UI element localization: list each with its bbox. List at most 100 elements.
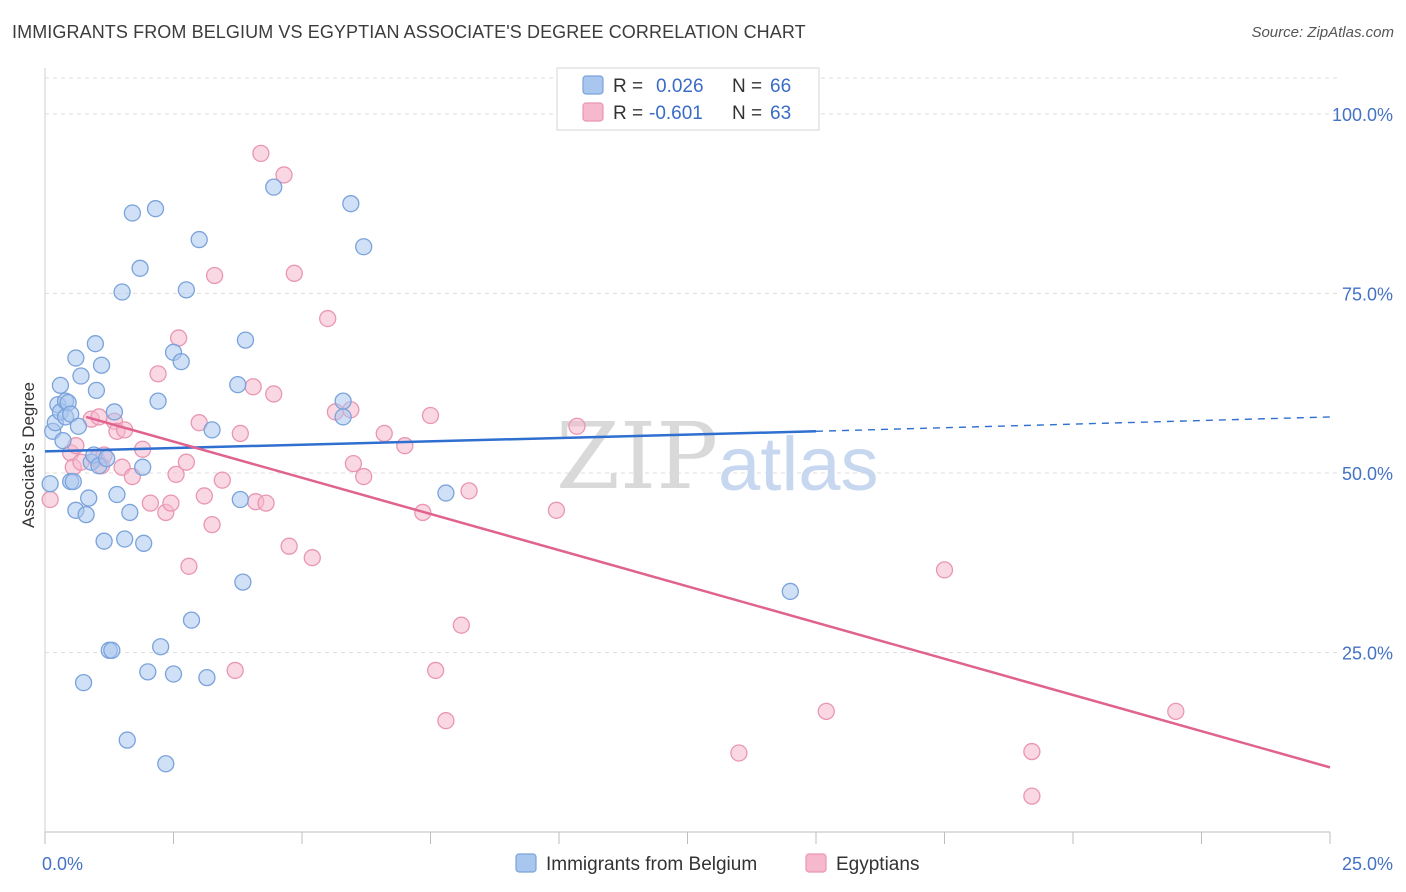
egypt-point-38: [285, 264, 303, 282]
egypt-point-29: [226, 661, 244, 680]
egypt-point-44: [355, 467, 373, 486]
belgium-point-50: [190, 230, 208, 249]
egypt-point-23: [180, 557, 198, 575]
belgium-point-48: [177, 281, 196, 299]
legend-r-value-egypt: -0.601: [649, 103, 703, 124]
belgium-point-45: [164, 665, 183, 683]
egypt-point-17: [149, 365, 167, 383]
belgium-point-47: [172, 352, 190, 371]
egypt-point-25: [195, 487, 213, 505]
bottom-legend: Immigrants from Belgium Egyptians: [515, 853, 919, 875]
watermark-atlas: atlas: [718, 422, 879, 507]
legend: R = 0.026 N = 66 R = -0.601 N = 63: [556, 67, 820, 131]
belgium-point-26: [95, 532, 113, 550]
egypt-point-28: [213, 471, 231, 489]
egypt-point-35: [265, 385, 283, 403]
y-tick-label-0: 25.0%: [1342, 643, 1393, 663]
belgium-point-22: [86, 335, 105, 353]
egypt-point-48: [421, 406, 440, 425]
egypt-point-34: [257, 494, 275, 512]
egypt-point-30: [231, 424, 249, 443]
belgium-point-54: [231, 490, 249, 509]
egypt-point-33: [252, 144, 270, 163]
egypt-point-58: [1023, 742, 1041, 761]
belgium-point-57: [265, 178, 283, 196]
belgium-point-0: [41, 475, 59, 493]
belgium-point-16: [72, 367, 90, 385]
belgium-point-51: [198, 668, 216, 687]
trend-lines: [44, 415, 1331, 769]
bottom-legend-label-egypt: Egyptians: [836, 854, 919, 875]
grid-lines: [45, 77, 1338, 653]
belgium-point-44: [157, 755, 175, 773]
egypt-point-60: [1167, 702, 1185, 721]
legend-swatch-egypt: [582, 102, 604, 122]
egypt-point-20: [167, 465, 185, 484]
belgium-point-53: [229, 375, 247, 394]
legend-r-label-egypt: R =: [613, 103, 643, 124]
y-tick-label-3: 100.0%: [1332, 105, 1393, 125]
belgium-point-41: [146, 200, 165, 218]
belgium-point-49: [182, 611, 201, 629]
belgium-point-35: [121, 503, 139, 522]
belgium-point-17: [74, 673, 93, 692]
egypt-point-49: [426, 661, 445, 680]
belgium-point-32: [113, 283, 131, 301]
egypt-point-31: [244, 378, 262, 396]
belgium-point-23: [87, 381, 106, 400]
belgium-point-38: [134, 458, 152, 476]
egypt-trend-line: [85, 415, 1331, 769]
belgium-point-42: [149, 392, 167, 410]
egypt-point-53: [547, 501, 566, 519]
axes: [44, 68, 1331, 844]
belgium-trend-extension: [815, 416, 1331, 433]
y-tick-label-2: 75.0%: [1342, 284, 1393, 304]
belgium-point-15: [69, 417, 88, 435]
bottom-legend-swatch-egypt: [805, 853, 827, 873]
legend-r-label-belgium: R =: [613, 76, 643, 97]
belgium-point-56: [236, 331, 255, 349]
belgium-point-58: [334, 392, 352, 410]
egypt-point-59: [1023, 787, 1041, 805]
belgium-point-61: [355, 238, 373, 256]
belgium-point-55: [234, 573, 252, 591]
legend-swatch-belgium: [582, 75, 604, 95]
egypt-point-51: [452, 616, 470, 634]
legend-n-value-egypt: 63: [770, 103, 791, 124]
belgium-point-29: [103, 641, 121, 659]
egypt-point-55: [730, 744, 748, 762]
belgium-point-30: [105, 403, 124, 421]
egypt-point-19: [162, 494, 180, 512]
egypt-point-57: [935, 561, 954, 579]
belgium-point-12: [64, 472, 82, 491]
belgium-point-52: [203, 421, 221, 439]
watermark: ZIP atlas: [556, 403, 879, 510]
belgium-point-34: [118, 731, 136, 749]
egypt-point-46: [396, 437, 414, 455]
egypt-point-39: [303, 549, 321, 567]
egypt-point-27: [205, 266, 224, 285]
belgium-point-33: [116, 530, 134, 548]
egypt-point-45: [375, 424, 393, 443]
belgium-point-40: [139, 663, 157, 681]
egypt-point-24: [190, 414, 208, 432]
egypt-points: [41, 144, 1185, 805]
belgium-point-27: [98, 449, 116, 468]
egypt-point-26: [203, 516, 221, 534]
egypt-point-56: [817, 702, 835, 721]
y-axis-label: Associate's Degree: [19, 382, 38, 528]
belgium-point-43: [151, 638, 170, 656]
egypt-point-16: [141, 494, 160, 512]
egypt-point-43: [344, 454, 363, 473]
tick-labels: 25.0% 50.0% 75.0% 100.0% 0.0% 25.0%: [42, 105, 1393, 874]
belgium-point-63: [781, 582, 799, 601]
egypt-point-52: [460, 482, 478, 500]
belgium-point-60: [342, 195, 360, 213]
egypt-point-40: [319, 309, 337, 328]
bottom-legend-swatch-belgium: [515, 853, 537, 873]
belgium-point-4: [51, 376, 70, 394]
source-credit: Source: ZipAtlas.com: [1251, 24, 1394, 41]
egypt-point-36: [275, 166, 293, 184]
belgium-point-36: [123, 204, 142, 222]
